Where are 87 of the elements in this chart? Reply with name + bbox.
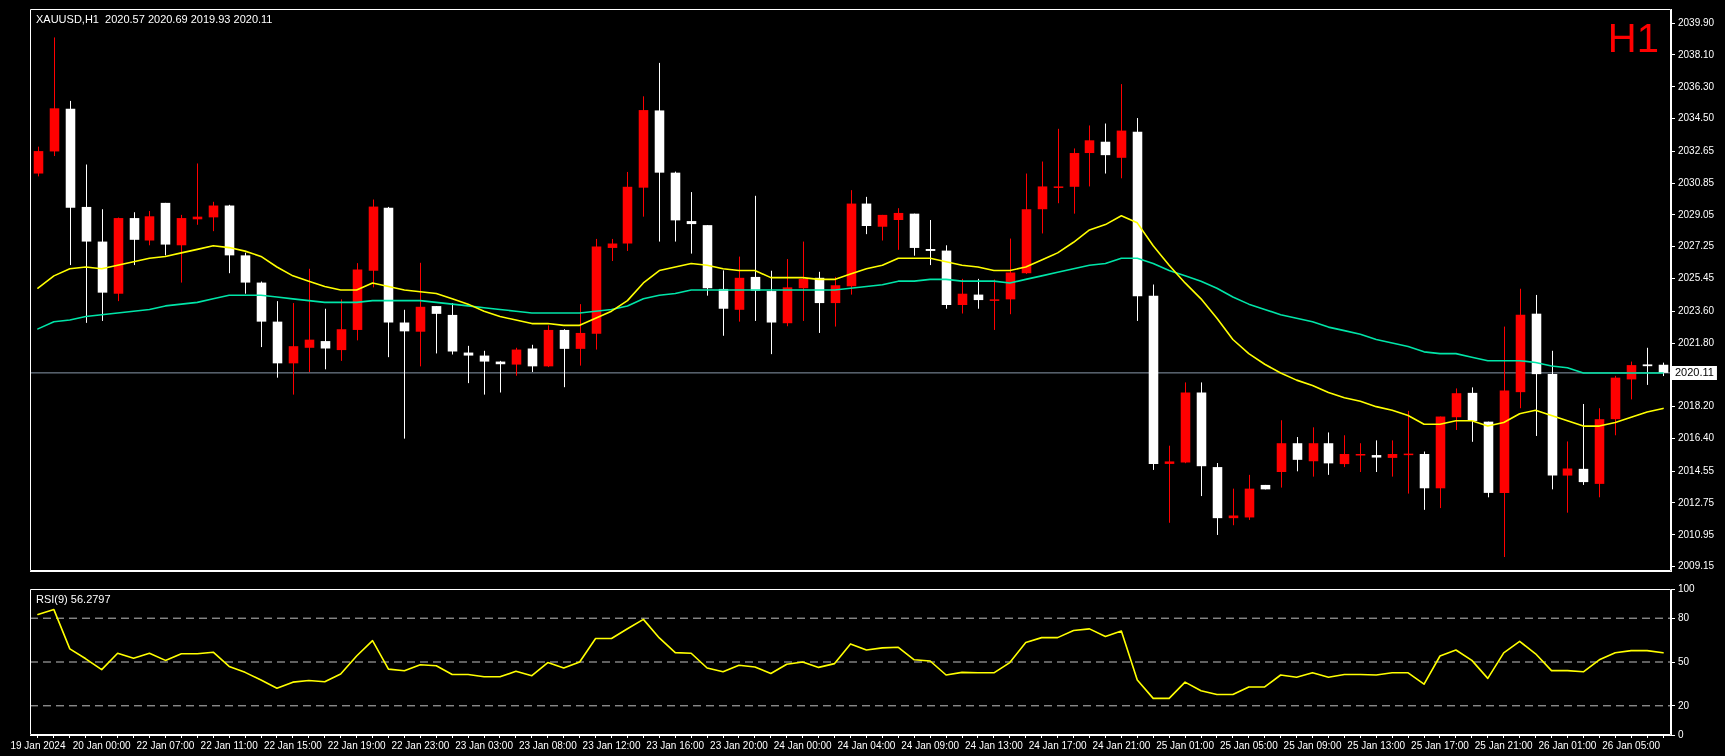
x-tick-label: 23 Jan 20:00: [710, 739, 769, 751]
y-tick-label: 2016.40: [1678, 432, 1715, 444]
y-tick-label: 2018.20: [1678, 400, 1715, 412]
candlestick: [527, 344, 538, 373]
candlestick: [1037, 161, 1048, 234]
x-tick-label: 25 Jan 13:00: [1347, 739, 1406, 751]
y-tick-label: 20: [1678, 699, 1690, 711]
x-tick-label: 24 Jan 21:00: [1092, 739, 1151, 751]
x-tick-label: 23 Jan 03:00: [455, 739, 514, 751]
candlestick: [861, 196, 872, 235]
y-tick-label: 2021.80: [1678, 336, 1715, 348]
y-tick-label: 80: [1678, 611, 1690, 623]
candlestick: [798, 241, 809, 322]
x-tick-label: 23 Jan 08:00: [518, 739, 578, 751]
candlestick: [1308, 426, 1319, 478]
x-tick-label: 25 Jan 21:00: [1474, 739, 1534, 751]
candlestick: [957, 278, 968, 315]
x-tick-label: 23 Jan 12:00: [582, 739, 641, 751]
candlestick: [1642, 347, 1653, 386]
candlestick: [1562, 440, 1573, 514]
x-tick-label: 26 Jan 05:00: [1602, 739, 1661, 751]
y-tick-label: 100: [1678, 582, 1696, 594]
candlestick: [288, 302, 299, 396]
chart-title: RSI(9) 56.2797: [36, 592, 111, 605]
y-tick-label: 50: [1678, 655, 1690, 667]
y-tick-label: 2032.65: [1678, 145, 1715, 157]
y-tick-label: 2009.15: [1678, 560, 1715, 572]
x-tick-label: 20 Jan 00:00: [72, 739, 132, 751]
x-tick-label: 19 Jan 2024: [10, 739, 66, 751]
x-tick-label: 22 Jan 23:00: [391, 739, 450, 751]
candlestick: [431, 305, 442, 354]
x-tick-label: 23 Jan 16:00: [646, 739, 705, 751]
candlestick: [479, 350, 490, 396]
y-tick-label: 2034.50: [1678, 112, 1715, 124]
candlestick: [1371, 439, 1382, 473]
y-tick-label: 2038.10: [1678, 48, 1715, 60]
x-tick-label: 25 Jan 17:00: [1411, 739, 1470, 751]
x-tick-label: 22 Jan 11:00: [200, 739, 259, 751]
x-tick-label: 22 Jan 15:00: [263, 739, 323, 751]
candlestick: [1387, 439, 1398, 478]
candlestick: [129, 211, 140, 266]
x-tick-label: 24 Jan 17:00: [1028, 739, 1087, 751]
candlestick: [575, 303, 586, 367]
annotation: H1: [1607, 16, 1659, 61]
y-tick-label: 0: [1678, 728, 1684, 740]
x-tick-label: 24 Jan 09:00: [901, 739, 960, 751]
candlestick: [463, 345, 474, 384]
y-tick-label: 2010.95: [1678, 528, 1715, 540]
candlestick: [686, 191, 697, 255]
candlestick: [1164, 445, 1175, 524]
candlestick: [989, 279, 1000, 331]
candlestick: [1100, 123, 1111, 175]
y-tick-label: 2036.30: [1678, 80, 1715, 92]
candlestick: [893, 207, 904, 251]
y-tick-label: 2030.85: [1678, 176, 1715, 188]
y-tick-label: 2039.90: [1678, 16, 1715, 28]
candlestick: [1292, 436, 1303, 472]
y-tick-label: 2025.45: [1678, 272, 1715, 284]
chart-title: XAUUSD,H1 2020.57 2020.69 2019.93 2020.11: [36, 12, 273, 25]
x-tick-label: 24 Jan 04:00: [837, 739, 896, 751]
candlestick: [925, 219, 936, 266]
candlestick: [511, 347, 522, 377]
x-tick-label: 25 Jan 05:00: [1219, 739, 1279, 751]
candlestick: [1053, 128, 1064, 204]
candlestick: [33, 146, 44, 177]
y-tick-label: 2023.60: [1678, 304, 1715, 316]
candlestick: [1084, 124, 1095, 187]
candlestick: [336, 298, 347, 362]
x-tick-label: 22 Jan 07:00: [136, 739, 195, 751]
y-tick-label: 2014.55: [1678, 464, 1715, 476]
x-tick-label: 25 Jan 09:00: [1283, 739, 1342, 751]
candlestick: [1323, 431, 1334, 476]
candlestick: [1339, 434, 1350, 468]
x-tick-label: 26 Jan 01:00: [1538, 739, 1597, 751]
candlestick: [877, 214, 888, 242]
y-tick-label: 2012.75: [1678, 496, 1715, 508]
candlestick: [304, 268, 315, 373]
candlestick: [559, 328, 570, 388]
y-tick-label: 2027.25: [1678, 240, 1715, 252]
candlestick: [1578, 403, 1589, 486]
ref-line-label: 2020.11: [1675, 365, 1714, 378]
x-tick-label: 22 Jan 19:00: [327, 739, 386, 751]
candlestick: [1355, 442, 1366, 473]
y-tick-label: 2029.05: [1678, 208, 1715, 220]
x-tick-label: 24 Jan 00:00: [773, 739, 833, 751]
x-tick-label: 24 Jan 13:00: [964, 739, 1024, 751]
x-tick-label: 25 Jan 01:00: [1156, 739, 1215, 751]
